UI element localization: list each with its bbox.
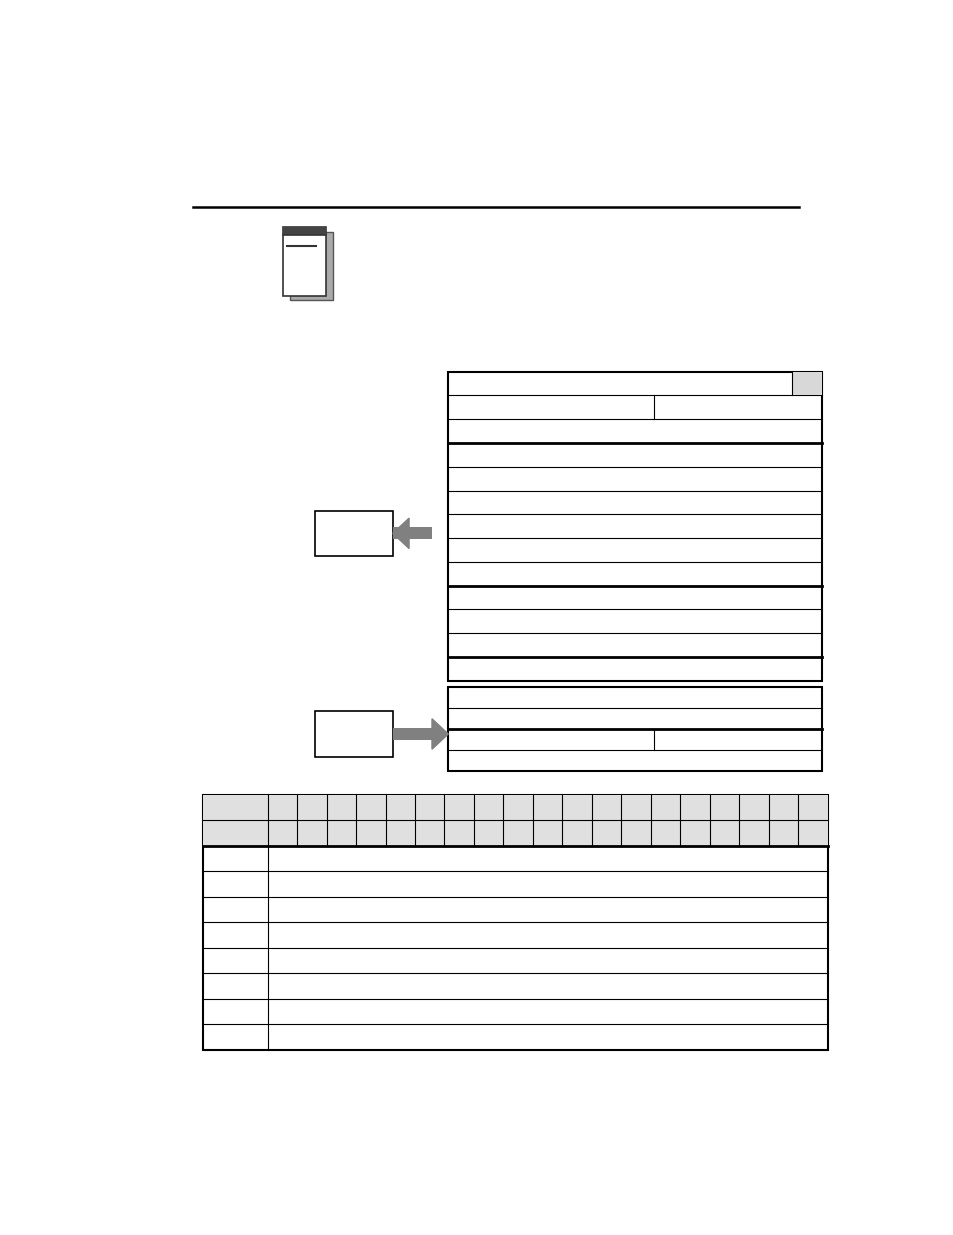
Bar <box>290 232 333 300</box>
Bar <box>314 510 393 556</box>
Polygon shape <box>393 519 409 548</box>
Bar <box>203 795 826 1050</box>
Bar <box>283 227 326 236</box>
Bar <box>203 795 826 820</box>
Bar <box>791 372 821 395</box>
Bar <box>448 688 821 771</box>
Bar <box>283 227 326 295</box>
Bar <box>393 527 432 540</box>
Bar <box>393 727 432 740</box>
Polygon shape <box>432 719 448 750</box>
Bar <box>203 820 826 846</box>
Bar <box>448 372 821 680</box>
Bar <box>314 711 393 757</box>
